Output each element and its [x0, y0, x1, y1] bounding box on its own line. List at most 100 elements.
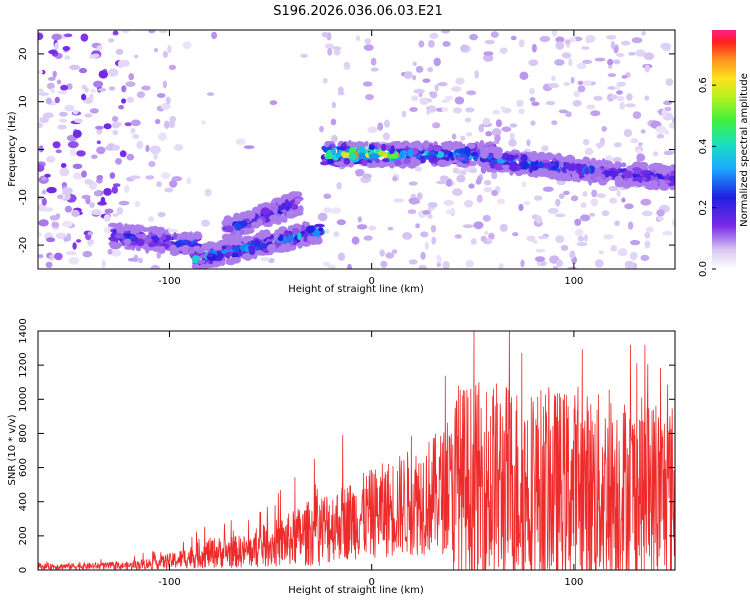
spectrogram-cell	[660, 42, 672, 50]
spectrogram-cell	[485, 131, 493, 137]
spectrogram-cell	[333, 161, 344, 166]
spectrogram-cell	[112, 129, 119, 136]
spectrogram-cell	[432, 122, 441, 129]
spectrogram-cell	[336, 182, 342, 190]
spectrogram-cell	[595, 142, 605, 148]
spectrogram-cell	[661, 109, 667, 118]
spectrogram-cell	[39, 116, 49, 124]
spectrogram-cell	[464, 199, 474, 208]
spectrogram-cell	[484, 230, 489, 236]
spectrogram-cell	[594, 57, 606, 62]
spectrogram-cell	[325, 43, 334, 49]
spectrogram-cell	[495, 119, 502, 128]
spectrogram-cell	[581, 46, 590, 50]
spectrogram-cell	[398, 144, 406, 149]
spectrogram-cell	[640, 170, 652, 175]
spectrogram-cell	[568, 37, 577, 43]
spectrogram-cell	[640, 176, 648, 182]
spectrogram-cell	[317, 212, 328, 222]
spectrogram-cell	[529, 153, 538, 162]
spectrogram-cell	[389, 160, 395, 169]
spectrogram-cell	[464, 117, 472, 123]
spectrogram-cell	[418, 264, 428, 269]
spectrogram-cell	[182, 41, 192, 49]
snr-x-ticks: -100 0 100	[158, 331, 583, 588]
spectrogram-y-tick-label: 10	[18, 95, 29, 108]
spectrogram-cell	[64, 104, 75, 112]
spectrogram-cell	[408, 181, 418, 186]
spectrogram-cell	[67, 141, 79, 149]
spectrogram-cell	[407, 143, 418, 149]
spectrogram-cell	[414, 166, 423, 172]
spectrogram-cell	[383, 119, 390, 128]
spectrogram-cell	[57, 90, 68, 95]
spectrogram-cell	[332, 46, 342, 50]
spectrogram-cell	[243, 253, 252, 261]
spectrogram-y-label: Frequency (Hz)	[7, 111, 18, 187]
spectrogram-cell	[394, 159, 402, 166]
spectrogram-cell	[355, 171, 363, 177]
spectrogram-cell	[376, 143, 382, 149]
spectrogram-cell	[385, 252, 395, 259]
spectrogram-cell	[104, 208, 114, 214]
spectrogram-cell	[480, 165, 487, 174]
spectrogram-cell	[498, 263, 504, 269]
spectrogram-cell	[415, 223, 420, 229]
spectrogram-cell	[41, 189, 47, 195]
spectrogram-cell	[439, 175, 449, 182]
spectrogram-cell	[168, 228, 179, 233]
spectrogram-cell	[554, 213, 566, 218]
spectrogram-cell	[96, 127, 103, 135]
spectrogram-cell	[609, 197, 618, 204]
spectrogram-x-ticks: -100 0 100	[158, 30, 583, 287]
spectrogram-cell	[582, 191, 588, 197]
spectrogram-cell	[456, 142, 463, 149]
spectrogram-cell	[577, 80, 584, 85]
spectrogram-cell	[112, 213, 119, 217]
spectrogram-cell	[83, 97, 94, 104]
spectrogram-cell	[516, 99, 524, 108]
spectrogram-cell	[197, 259, 205, 265]
spectrogram-cell	[38, 92, 49, 96]
spectrogram-cell	[115, 48, 124, 55]
spectrogram-cell	[364, 38, 372, 45]
spectrogram-cell	[407, 148, 414, 158]
spectrogram-cell	[610, 41, 616, 50]
spectrogram-cell	[126, 153, 135, 161]
spectrogram-cell	[305, 225, 316, 234]
spectrogram-cell	[613, 46, 619, 54]
spectrogram-x-tick-label: -100	[158, 276, 181, 287]
spectrogram-y-tick-label: 20	[18, 48, 29, 61]
spectrogram-cell	[535, 248, 546, 253]
spectrogram-cell	[214, 243, 219, 249]
spectrogram-cell	[529, 87, 535, 95]
snr-x-tick-label: 100	[564, 577, 583, 588]
spectrogram-cell	[441, 99, 451, 103]
spectrogram-cell	[231, 246, 239, 251]
spectrogram-cell	[435, 151, 445, 158]
spectrogram-cell	[379, 249, 385, 257]
spectrogram-cell	[392, 176, 398, 182]
spectrogram-cell	[429, 91, 438, 99]
spectrogram-cell	[51, 33, 62, 41]
spectrogram-cell	[331, 134, 338, 143]
spectrogram-cell	[93, 80, 104, 88]
spectrogram-cell	[552, 157, 557, 163]
spectrogram-cell	[82, 250, 93, 258]
spectrogram-cell	[412, 75, 417, 81]
spectrogram-cell	[561, 52, 572, 59]
spectrogram-cell	[116, 225, 125, 234]
spectrogram-cell	[616, 81, 626, 87]
spectrogram-cell	[563, 190, 570, 196]
spectrogram-cell	[402, 232, 413, 240]
spectrogram-cell	[206, 92, 215, 96]
spectrogram-cell	[493, 152, 502, 159]
spectrogram-cell	[668, 122, 675, 129]
spectrogram-cell	[580, 214, 591, 222]
spectrogram-cell	[422, 140, 430, 149]
spectrogram-cell	[556, 259, 563, 268]
spectrogram-cell	[148, 161, 156, 168]
spectrogram-cell	[418, 40, 425, 48]
spectrogram-cell	[577, 236, 585, 242]
spectrogram-cell	[537, 161, 544, 169]
